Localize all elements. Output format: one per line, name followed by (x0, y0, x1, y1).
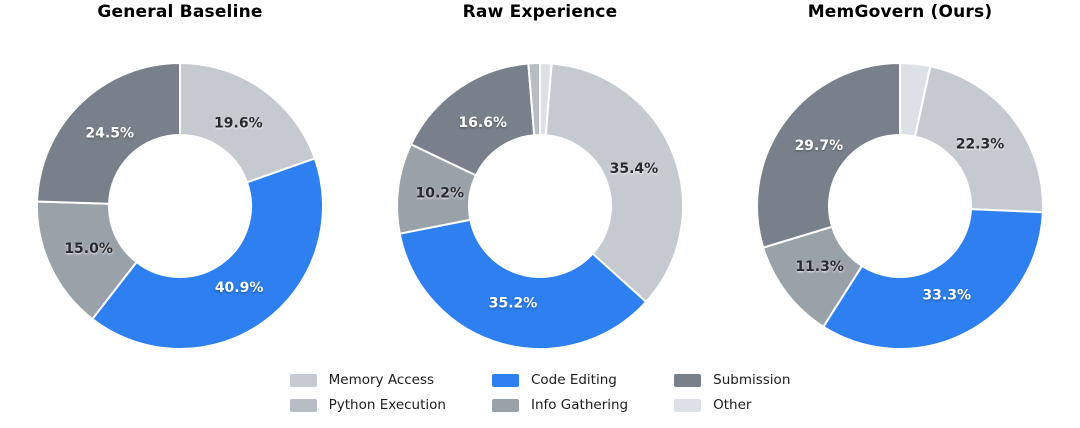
chart-title: Raw Experience (462, 2, 618, 22)
percent-label: 16.6% (458, 115, 507, 131)
percent-label: 15.0% (64, 241, 113, 257)
legend-label: Python Execution (328, 397, 446, 413)
legend-swatch (491, 398, 519, 412)
pie-segment (91, 157, 324, 350)
percent-label: 19.6% (214, 116, 263, 132)
legend-swatch (674, 398, 702, 412)
percent-label: 11.3% (795, 259, 844, 275)
pie-segment (822, 208, 1044, 350)
percent-label: 29.7% (795, 138, 844, 154)
legend-item-info-gathering: Info Gathering (491, 397, 629, 413)
percent-label: 10.2% (416, 185, 465, 201)
pie-segment (398, 218, 648, 350)
legend-item-other: Other (674, 397, 790, 413)
legend-label: Code Editing (530, 372, 617, 388)
legend-item-python-execution: Python Execution (289, 397, 446, 413)
legend-swatch (289, 398, 317, 412)
percent-label: 40.9% (215, 280, 264, 296)
legend-swatch (674, 373, 702, 387)
pie-chart-memgovern: MemGovern (Ours) 22.3% 33.3% 11.3% 29.7% (720, 0, 1080, 358)
donut-chart: 35.4% 35.2% 10.2% 16.6% (396, 62, 684, 350)
chart-title: General Baseline (97, 2, 263, 22)
pie-segment (756, 62, 901, 249)
percent-label: 24.5% (85, 125, 134, 141)
legend-item-submission: Submission (674, 372, 790, 388)
donut-chart: 19.6% 40.9% 15.0% 24.5% (36, 62, 324, 350)
pie-segment (527, 62, 541, 137)
pie-chart-general-baseline: General Baseline 19.6% 40.9% 15.0% 24.5% (0, 0, 360, 358)
pie-segment (914, 65, 1044, 214)
pie-segment (544, 62, 684, 303)
percent-label: 22.3% (956, 136, 1005, 152)
legend-swatch (491, 373, 519, 387)
chart-title: MemGovern (Ours) (807, 2, 993, 22)
legend-swatch (289, 373, 317, 387)
pie-segment (36, 62, 181, 205)
legend-label: Submission (713, 372, 791, 388)
percent-label: 33.3% (922, 288, 971, 304)
legend-item-memory-access: Memory Access (289, 372, 446, 388)
legend-label: Other (713, 397, 752, 413)
pie-segment (179, 62, 316, 184)
legend: Memory Access Python Execution Code Edit… (289, 372, 790, 413)
percent-label: 35.4% (610, 161, 659, 177)
donut-chart: 22.3% 33.3% 11.3% 29.7% (756, 62, 1044, 350)
legend-label: Info Gathering (530, 397, 629, 413)
pie-chart-raw-experience: Raw Experience 35.4% 35.2% 10.2% 16.6% (360, 0, 720, 358)
percent-label: 35.2% (489, 295, 538, 311)
legend-item-code-editing: Code Editing (491, 372, 628, 388)
legend-label: Memory Access (328, 372, 435, 388)
charts-row: General Baseline 19.6% 40.9% 15.0% 24.5% Ra… (0, 0, 1080, 358)
